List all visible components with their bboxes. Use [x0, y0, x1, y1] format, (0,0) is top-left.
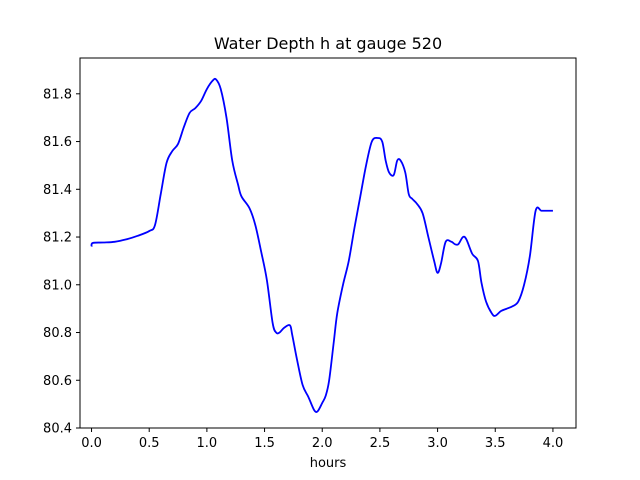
series-layer — [90, 77, 553, 413]
plot-frame — [79, 57, 577, 429]
y-tick-label: 81.2 — [43, 231, 72, 246]
x-tick-label: 2.5 — [370, 436, 391, 451]
series-line — [90, 77, 553, 413]
x-tick-label: 0.0 — [81, 436, 102, 451]
y-tick-label: 80.6 — [43, 374, 72, 389]
x-tick-label: 4.0 — [543, 436, 564, 451]
x-axis-ticks: 0.0 0.5 1.0 1.5 2.0 2.5 3.0 3.5 4.0 — [81, 428, 563, 451]
y-tick-label: 80.8 — [43, 326, 72, 341]
y-tick-label: 80.4 — [43, 422, 72, 437]
y-tick-label: 81.8 — [43, 87, 72, 102]
y-tick-label: 81.4 — [43, 183, 72, 198]
x-tick-label: 3.5 — [485, 436, 506, 451]
x-tick-label: 1.5 — [254, 436, 275, 451]
x-tick-label: 0.5 — [139, 436, 160, 451]
y-tick-label: 81.0 — [43, 278, 72, 293]
x-tick-label: 3.0 — [427, 436, 448, 451]
y-tick-label: 81.6 — [43, 135, 72, 150]
chart-title: Water Depth h at gauge 520 — [214, 34, 442, 53]
y-axis-ticks: 80.4 80.6 80.8 81.0 81.2 81.4 81.6 81.8 — [43, 87, 80, 437]
x-tick-label: 1.0 — [197, 436, 218, 451]
x-axis-label: hours — [310, 456, 347, 471]
plot-area — [80, 58, 576, 428]
x-tick-label: 2.0 — [312, 436, 333, 451]
